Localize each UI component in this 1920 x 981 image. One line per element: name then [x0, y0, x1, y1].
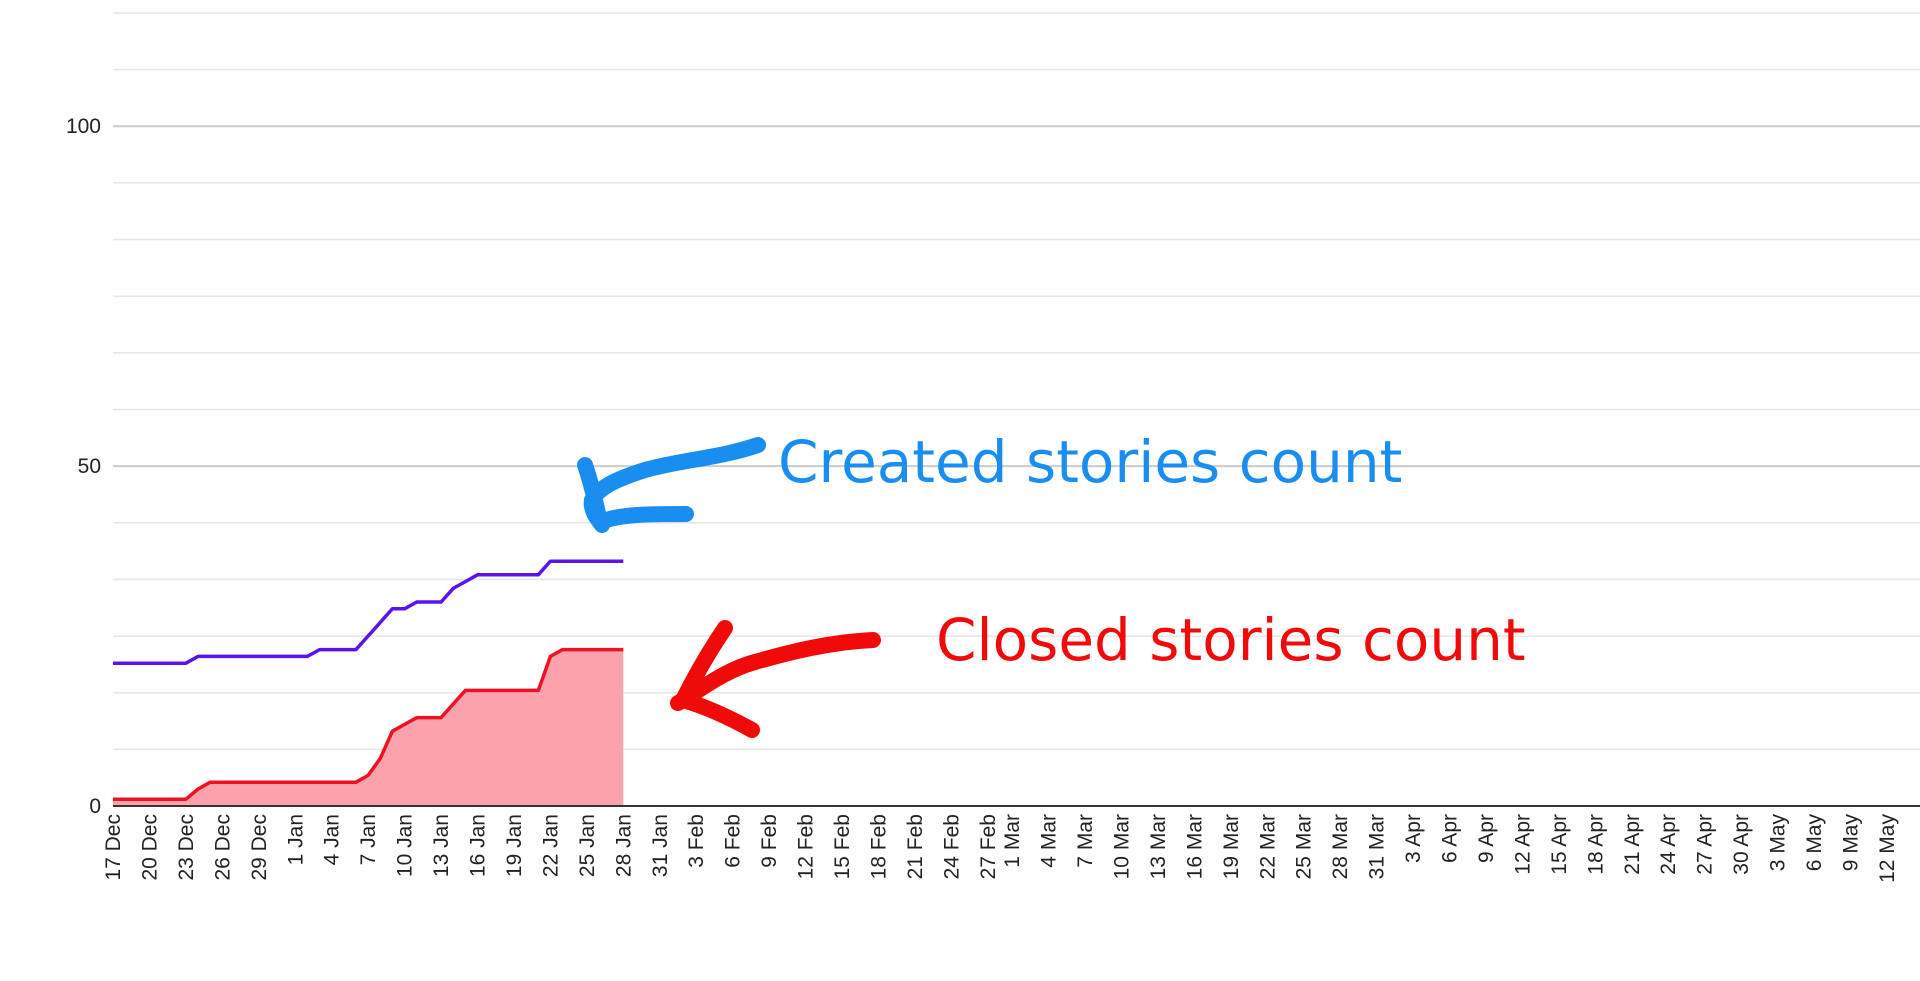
x-tick-label: 13 Jan	[430, 814, 453, 877]
x-axis-ticks: 17 Dec 20 Dec 23 Dec 26 Dec 29 Dec 1 Jan 4 Jan…	[102, 814, 1899, 883]
x-tick-label: 18 Apr	[1584, 814, 1607, 875]
x-tick-label: 10 Jan	[394, 814, 417, 877]
x-tick-label: 13 Mar	[1147, 814, 1170, 879]
x-tick-label: 12 May	[1876, 814, 1899, 883]
x-tick-label: 31 Mar	[1366, 814, 1389, 879]
x-tick-label: 1 Jan	[284, 814, 307, 865]
series-line-1	[113, 559, 624, 665]
x-tick-label: 19 Mar	[1220, 814, 1243, 879]
x-tick-label: 24 Feb	[940, 814, 963, 879]
x-tick-label: 20 Dec	[138, 814, 161, 881]
x-tick-label: 21 Feb	[904, 814, 927, 879]
x-tick-label: 25 Mar	[1293, 814, 1316, 879]
x-tick-label: 19 Jan	[503, 814, 526, 877]
x-tick-label: 6 Feb	[722, 814, 745, 868]
x-tick-label: 23 Dec	[175, 814, 198, 881]
x-tick-label: 4 Mar	[1038, 814, 1061, 868]
x-tick-label: 28 Jan	[612, 814, 635, 877]
x-tick-label: 24 Apr	[1657, 814, 1680, 875]
closed-annotation-label: Closed stories count	[936, 606, 1526, 674]
y-tick-label: 50	[78, 455, 101, 478]
x-tick-label: 16 Jan	[467, 814, 490, 877]
x-tick-label: 6 May	[1803, 814, 1826, 872]
x-tick-label: 31 Jan	[649, 814, 672, 877]
x-tick-label: 4 Jan	[321, 814, 344, 865]
x-tick-label: 3 May	[1767, 814, 1790, 872]
x-tick-label: 7 Mar	[1074, 814, 1097, 868]
x-tick-label: 12 Apr	[1511, 814, 1534, 875]
x-tick-label: 10 Mar	[1110, 814, 1133, 879]
x-tick-label: 21 Apr	[1621, 814, 1644, 875]
x-tick-label: 9 Apr	[1475, 814, 1498, 863]
x-tick-label: 27 Apr	[1694, 814, 1717, 875]
closed-arrow	[670, 620, 881, 738]
series-area-2	[113, 649, 624, 806]
x-tick-label: 3 Feb	[685, 814, 708, 868]
x-tick-label: 17 Dec	[102, 814, 125, 881]
x-tick-label: 28 Mar	[1329, 814, 1352, 879]
x-tick-label: 12 Feb	[795, 814, 818, 879]
x-tick-label: 18 Feb	[867, 814, 890, 879]
x-tick-label: 9 Feb	[758, 814, 781, 868]
x-tick-label: 22 Mar	[1256, 814, 1279, 879]
x-tick-label: 1 Mar	[1001, 814, 1024, 868]
grid-lines	[113, 12, 1920, 751]
x-tick-label: 3 Apr	[1402, 814, 1425, 863]
created-arrow	[577, 437, 766, 533]
x-tick-label: 22 Jan	[539, 814, 562, 877]
x-tick-label: 29 Dec	[248, 814, 271, 881]
x-tick-label: 26 Dec	[211, 814, 234, 881]
x-tick-label: 25 Jan	[576, 814, 599, 877]
x-tick-label: 27 Feb	[977, 814, 1000, 879]
y-axis-ticks: 0 50 100	[66, 115, 101, 818]
series-layer	[113, 559, 624, 806]
created-annotation-label: Created stories count	[778, 428, 1402, 496]
series-line-2	[113, 647, 624, 801]
x-tick-label: 7 Jan	[357, 814, 380, 865]
x-tick-label: 9 May	[1839, 814, 1862, 872]
x-tick-label: 30 Apr	[1730, 814, 1753, 875]
y-tick-label: 0	[89, 795, 101, 818]
x-tick-label: 16 Mar	[1183, 814, 1206, 879]
x-tick-label: 6 Apr	[1439, 814, 1462, 863]
x-tick-label: 15 Apr	[1548, 814, 1571, 875]
x-tick-label: 15 Feb	[831, 814, 854, 879]
y-tick-label: 100	[66, 115, 101, 138]
